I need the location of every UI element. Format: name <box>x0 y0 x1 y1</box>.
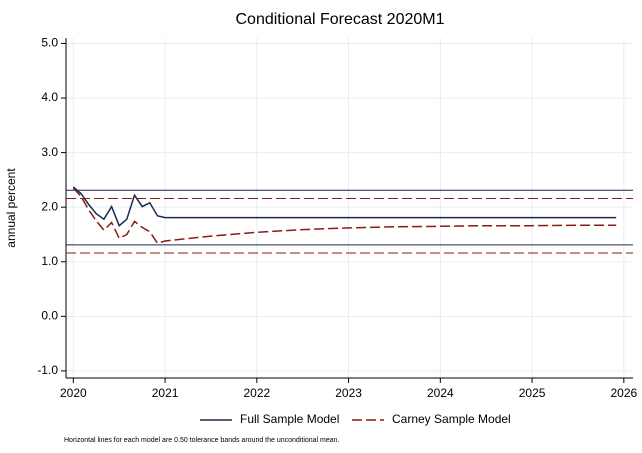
y-tick-label: 0.0 <box>41 309 58 323</box>
chart-title: Conditional Forecast 2020M1 <box>235 11 444 28</box>
x-tick-label: 2024 <box>427 386 454 400</box>
y-tick-label: 4.0 <box>41 90 58 104</box>
x-tick-label: 2023 <box>335 386 362 400</box>
y-tick-label: 2.0 <box>41 199 58 213</box>
x-tick-label: 2020 <box>60 386 87 400</box>
x-tick-label: 2026 <box>610 386 637 400</box>
x-tick-label: 2022 <box>243 386 270 400</box>
y-tick-label: 1.0 <box>41 254 58 268</box>
y-tick-label: -1.0 <box>37 363 58 377</box>
legend-label: Full Sample Model <box>240 412 339 426</box>
y-axis-label: annual percent <box>4 168 18 248</box>
series-line <box>72 186 617 227</box>
footnote: Horizontal lines for each model are 0.50… <box>64 437 340 444</box>
series-line <box>72 187 617 245</box>
y-tick-label: 5.0 <box>41 36 58 50</box>
x-tick-label: 2025 <box>519 386 546 400</box>
x-tick-label: 2021 <box>152 386 179 400</box>
y-tick-label: 3.0 <box>41 145 58 159</box>
legend-label: Carney Sample Model <box>392 412 511 426</box>
